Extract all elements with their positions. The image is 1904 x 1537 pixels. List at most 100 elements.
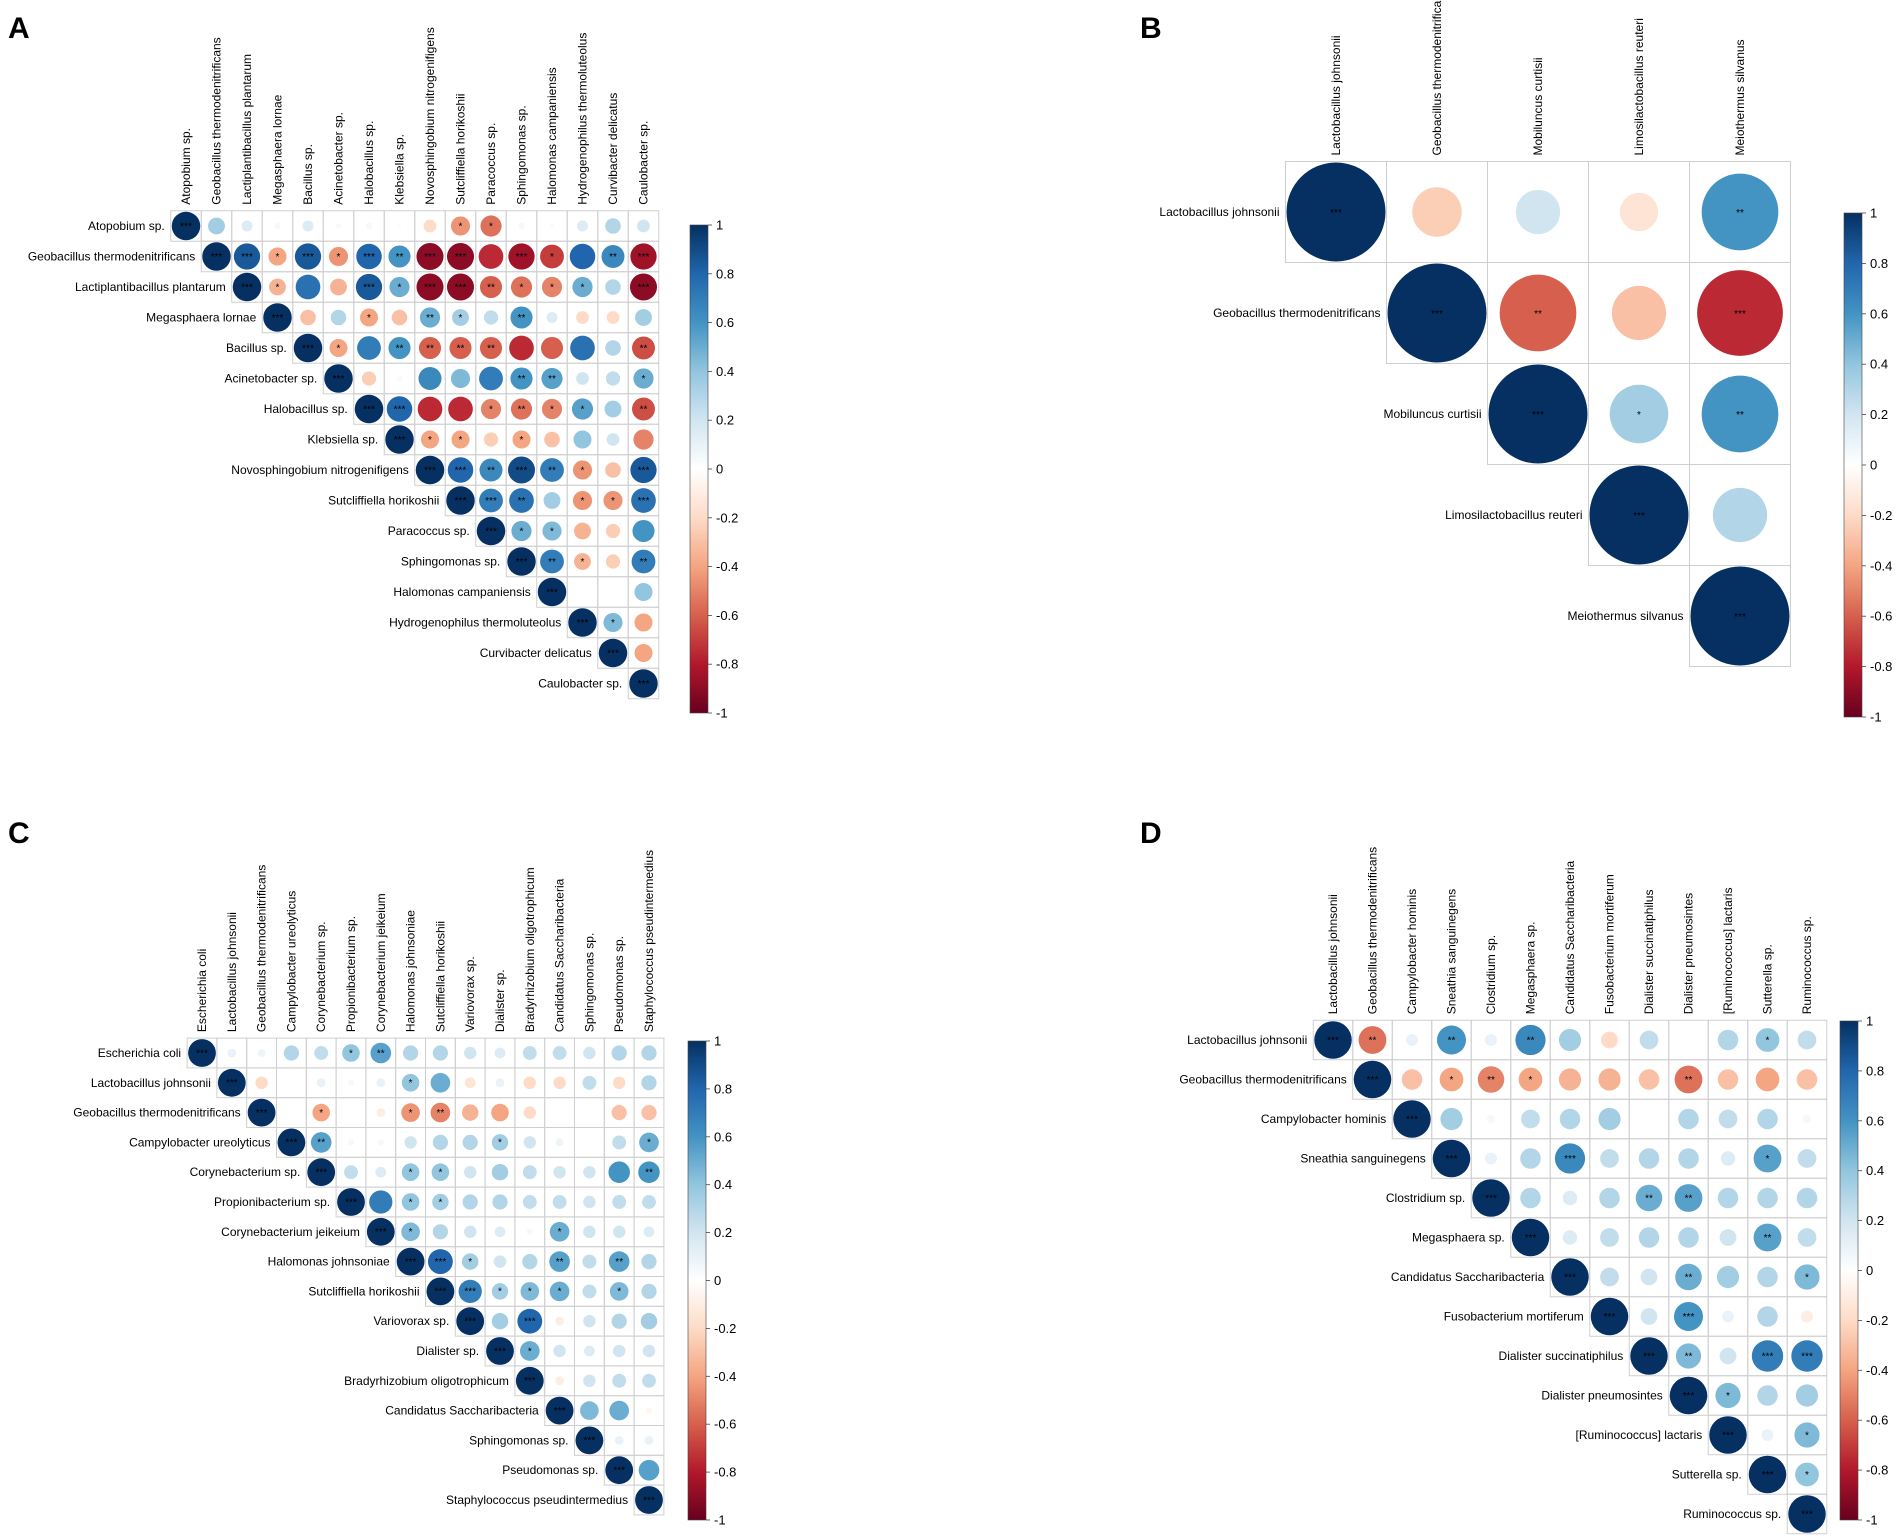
significance-mark: ***: [638, 679, 650, 690]
significance-mark: *: [1529, 1075, 1533, 1086]
significance-mark: *: [459, 313, 463, 324]
correlation-circle: [637, 219, 650, 233]
colorbar-tick-label: -0.4: [1866, 1363, 1888, 1378]
correlation-circle: [509, 488, 534, 513]
significance-mark: ***: [584, 1436, 596, 1447]
correlation-circle: [491, 1134, 509, 1151]
correlation-circle: [1791, 1340, 1823, 1372]
correlation-circle: [388, 245, 411, 268]
panel-letter-a: A: [8, 12, 30, 45]
correlation-circle: [576, 311, 589, 324]
colorbar-tick-label: -0.4: [1870, 558, 1892, 573]
correlation-circle: [446, 242, 475, 271]
correlation-circle: [1717, 1069, 1739, 1090]
correlation-circle: [537, 577, 567, 607]
correlation-circle: [540, 549, 564, 574]
correlation-circle: [396, 375, 403, 382]
colorbar-tick-label: -0.8: [714, 1465, 736, 1480]
significance-mark: ***: [1683, 1312, 1695, 1323]
correlation-circle: [452, 309, 469, 326]
colorbar-tick-label: 1: [716, 218, 723, 233]
correlation-circle: [612, 1135, 627, 1150]
significance-mark: *: [337, 252, 341, 263]
correlation-circle: [257, 1049, 266, 1057]
significance-mark: **: [1685, 1075, 1693, 1086]
correlation-circle: [1436, 1025, 1467, 1055]
significance-mark: ***: [638, 282, 650, 293]
row-label: Corynebacterium sp.: [190, 1165, 301, 1179]
significance-mark: ***: [424, 465, 436, 476]
correlation-circle: [461, 1104, 479, 1121]
correlation-circle: [376, 1108, 386, 1117]
correlation-circle: [1719, 1229, 1737, 1246]
colorbar-tick-label: -0.6: [714, 1417, 736, 1432]
colorbar-tick-label: 0.4: [714, 1177, 732, 1192]
colorbar-tick-label: -0.2: [1866, 1313, 1888, 1328]
correlation-circle: [450, 216, 471, 236]
correlation-circle: [1761, 1429, 1774, 1441]
correlation-circle: [366, 1217, 395, 1246]
correlation-circle: [432, 1134, 449, 1151]
correlation-circle: [426, 1277, 455, 1306]
colorbar-tick-label: -0.8: [1866, 1463, 1888, 1478]
correlation-circle: [632, 397, 655, 421]
correlation-circle: [356, 243, 382, 270]
significance-mark: *: [1766, 1035, 1770, 1046]
significance-mark: *: [1450, 1075, 1454, 1086]
correlation-circle: [283, 1045, 300, 1061]
significance-mark: ***: [1446, 1154, 1458, 1165]
correlation-circle: [576, 220, 589, 232]
correlation-circle: [416, 273, 444, 301]
panel-letter-b: B: [1140, 12, 1162, 45]
correlation-circle: [508, 243, 535, 270]
column-label: Megasphaera sp.: [1524, 922, 1538, 1015]
correlation-circle: [509, 335, 534, 361]
row-label: Hydrogenophilus thermoluteolus: [389, 616, 561, 630]
correlation-circle: [479, 458, 503, 482]
colorbar-tick-label: 0: [1866, 1263, 1873, 1278]
column-label: Halomonas johnsoniae: [404, 910, 418, 1032]
matrix-cell: [574, 1097, 605, 1128]
row-label: Propionibacterium sp.: [214, 1195, 330, 1209]
correlation-circle: [633, 368, 654, 389]
column-label: Halomonas campaniensis: [545, 67, 559, 204]
row-label: Meiothermus silvanus: [1567, 609, 1683, 623]
row-label: Dialister pneumosintes: [1541, 1389, 1662, 1403]
significance-mark: *: [489, 404, 493, 415]
significance-mark: ***: [524, 1376, 536, 1387]
colorbar: [1840, 1021, 1858, 1520]
column-label: Candidatus Saccharibacteria: [1563, 861, 1577, 1015]
correlation-circle: [451, 430, 470, 449]
correlation-circle: [631, 488, 656, 513]
significance-mark: ***: [363, 282, 375, 293]
significance-mark: ***: [1532, 410, 1544, 421]
significance-mark: *: [550, 404, 554, 415]
correlation-circle: [629, 669, 658, 698]
significance-mark: ***: [363, 404, 375, 415]
significance-mark: *: [520, 435, 524, 446]
correlation-circle: [606, 311, 620, 324]
correlation-circle: [1599, 1187, 1620, 1209]
significance-mark: ***: [1801, 1351, 1813, 1362]
column-label: Geobacillus thermodenitrificans: [255, 865, 269, 1032]
correlation-circle: [609, 1400, 630, 1421]
correlation-circle: [583, 1195, 596, 1209]
correlation-circle: [1802, 1114, 1812, 1124]
correlation-circle: [510, 306, 533, 329]
correlation-circle: [330, 309, 347, 326]
correlation-circle: [446, 486, 475, 515]
correlation-circle: [641, 1283, 657, 1300]
row-label: Acinetobacter sp.: [225, 372, 318, 386]
correlation-circle: [324, 364, 353, 393]
column-label: Sneathia sanguinegens: [1445, 889, 1459, 1014]
significance-mark: **: [317, 1138, 325, 1149]
correlation-circle: [519, 1341, 540, 1361]
correlation-circle: [329, 338, 348, 358]
correlation-circle: [507, 456, 536, 484]
correlation-circle: [1712, 487, 1768, 543]
correlation-circle: [1796, 1069, 1818, 1090]
correlation-circle: [1697, 270, 1783, 356]
correlation-circle: [1678, 1227, 1699, 1248]
column-label: Geobacillus thermodenitrificans: [1366, 847, 1380, 1014]
